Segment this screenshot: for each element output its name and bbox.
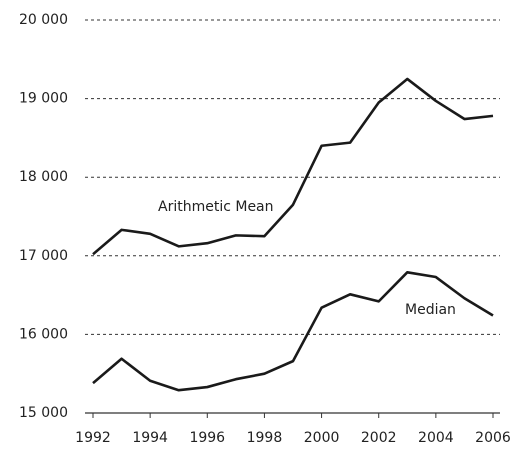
series-line	[92, 271, 494, 392]
series-label: Arithmetic Mean	[158, 199, 274, 215]
y-tick-label: 19 000	[19, 91, 68, 107]
x-tick-label: 2006	[475, 430, 511, 446]
x-tick-label: 1994	[132, 430, 168, 446]
x-tick-label: 1996	[189, 430, 225, 446]
x-tick-label: 2002	[361, 430, 397, 446]
y-tick-label: 17 000	[19, 248, 68, 264]
y-tick-label: 15 000	[19, 405, 68, 421]
y-tick-label: 18 000	[19, 169, 68, 185]
series-line	[92, 77, 494, 256]
x-tick-label: 2000	[304, 430, 340, 446]
y-tick-label: 16 000	[19, 326, 68, 342]
series-label: Median	[405, 302, 456, 318]
x-tick-label: 1998	[247, 430, 283, 446]
x-tick-label: 1992	[75, 430, 111, 446]
y-tick-label: 20 000	[19, 12, 68, 28]
x-tick-label: 2004	[418, 430, 454, 446]
